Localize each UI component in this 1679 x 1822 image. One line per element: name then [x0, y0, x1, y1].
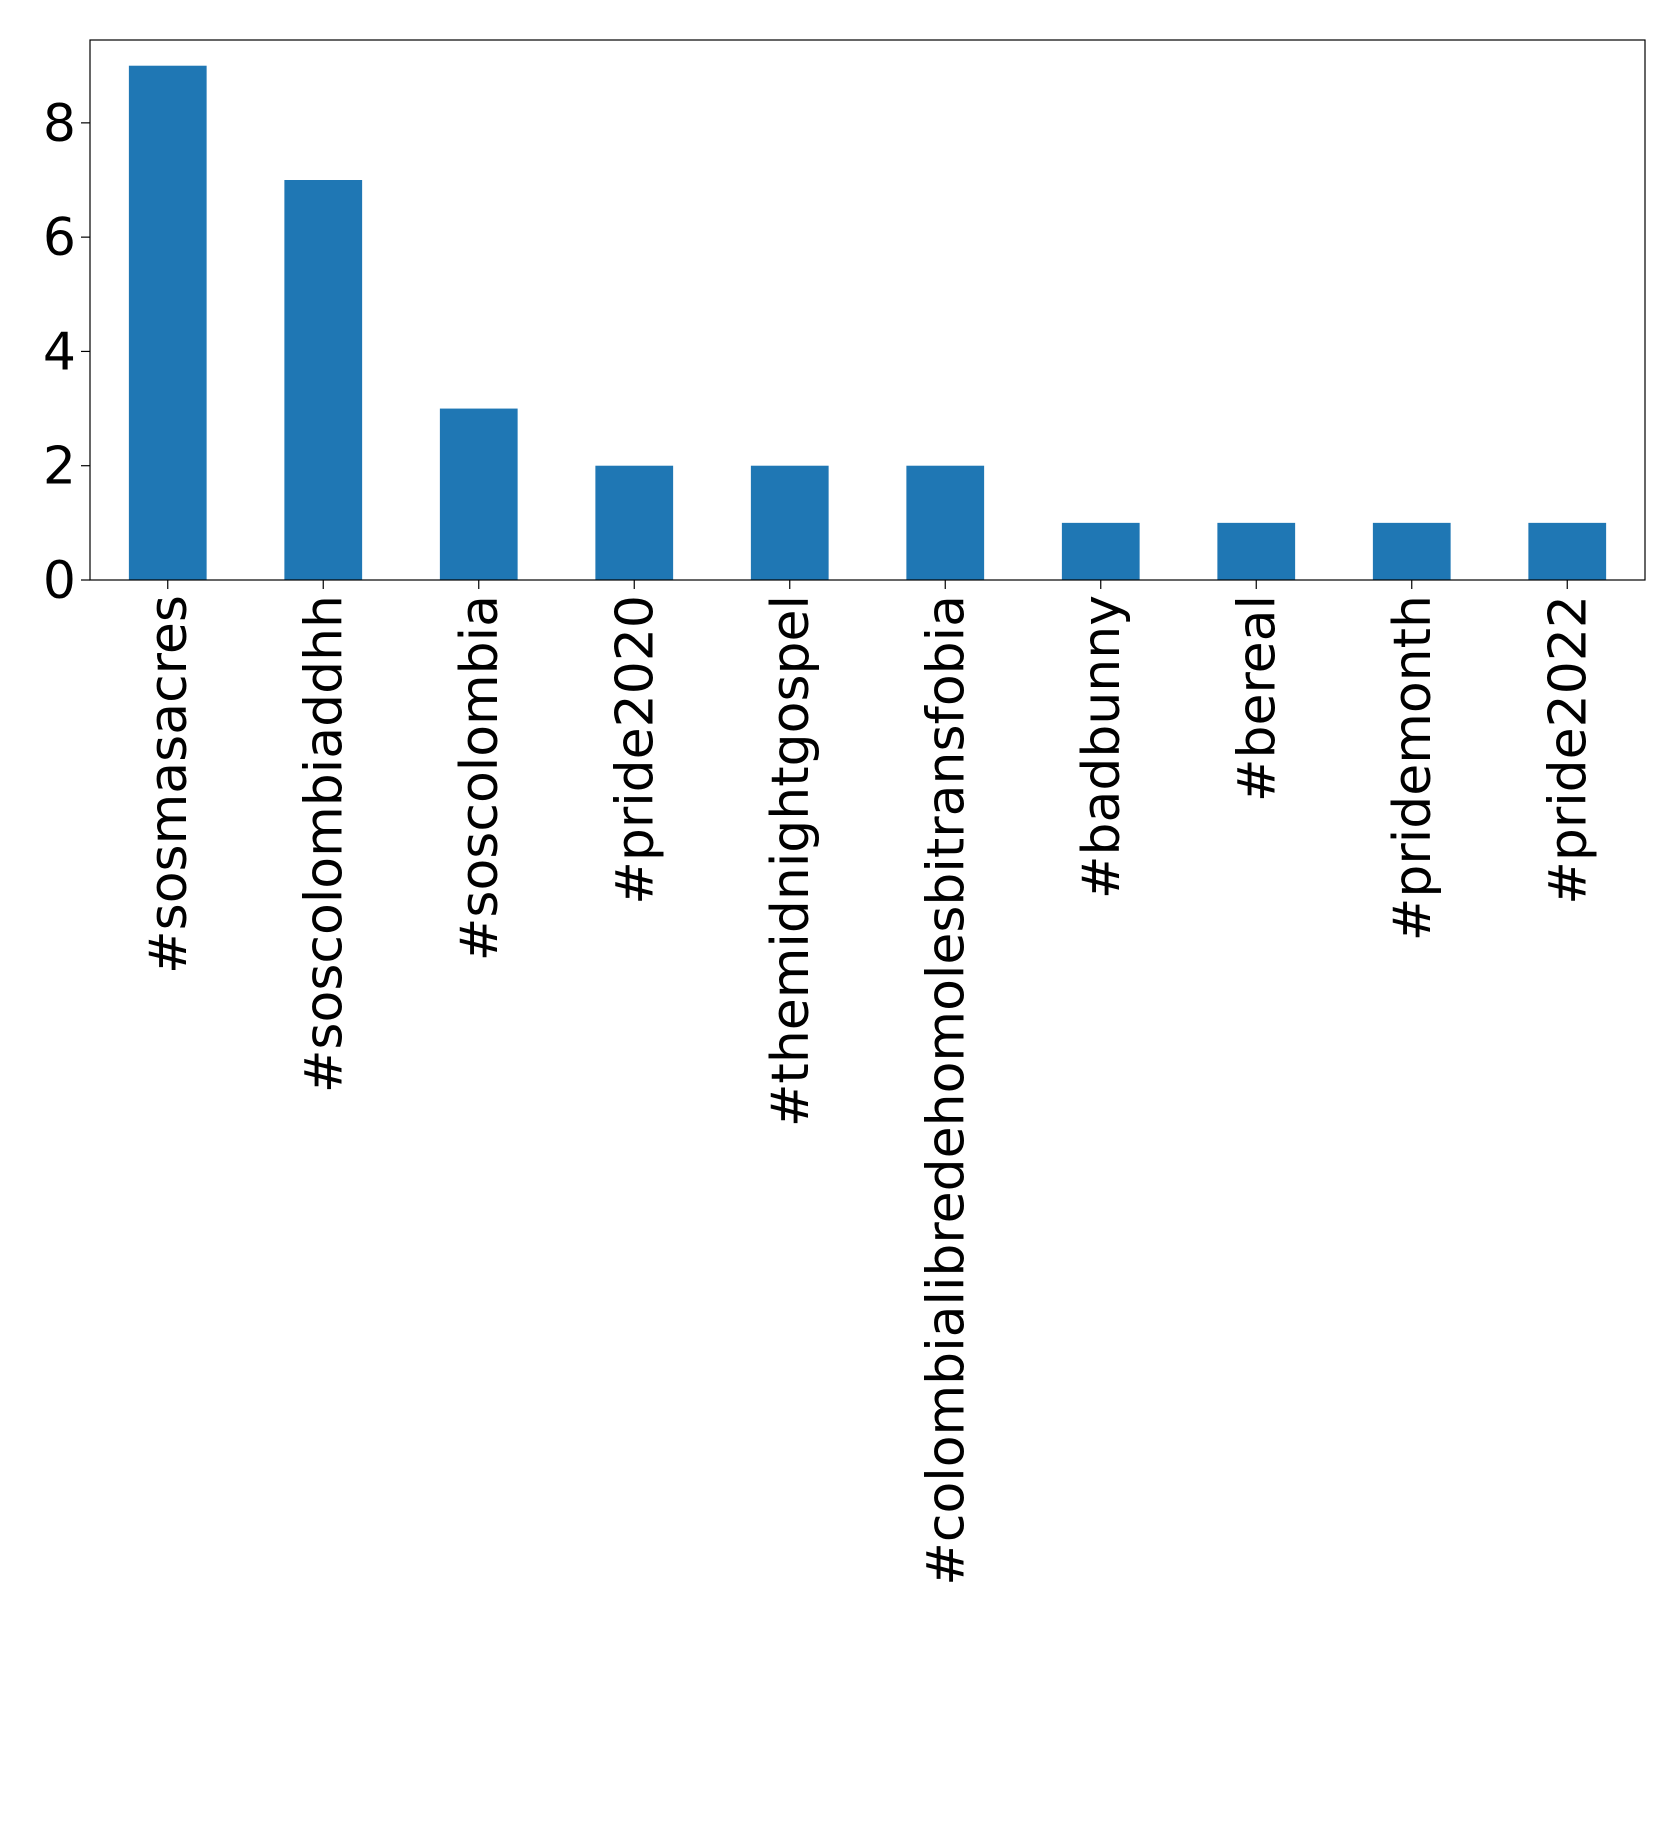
y-tick-label: 4: [43, 322, 76, 382]
bar-themidnightgospel: [750, 465, 829, 580]
x-tick-label: #bereal: [1227, 595, 1287, 802]
bar-pride2022: [1528, 522, 1607, 580]
bar-soscolombia: [439, 408, 518, 580]
x-tick-label: #pride2022: [1538, 595, 1598, 905]
bars-layer: [128, 65, 1607, 580]
bar-sosmasacres: [128, 65, 207, 580]
plot-frame: [89, 39, 1646, 581]
y-tick-label: 0: [43, 551, 76, 611]
bar-soscolombiaddhh: [284, 180, 363, 580]
x-tick-label: #soscolombia: [450, 595, 510, 961]
bar-badbunny: [1061, 522, 1140, 580]
x-tick-label: #themidnightgospel: [761, 595, 821, 1127]
x-tick-label: #badbunny: [1072, 595, 1132, 899]
y-tick-label: 8: [43, 94, 76, 154]
bar-colombialibredehomolesbitransfobia: [906, 465, 985, 580]
bar-pridemonth: [1372, 522, 1451, 580]
x-tick-label: #colombialibredehomolesbitransfobia: [916, 595, 976, 1586]
y-tick-label: 6: [43, 208, 76, 268]
x-tick-label: #pridemonth: [1383, 595, 1443, 941]
x-tick-label: #pride2020: [605, 595, 665, 905]
axes-layer: [89, 39, 1646, 581]
y-tick-label: 2: [43, 437, 76, 497]
x-tick-label: #sosmasacres: [139, 595, 199, 974]
x-tick-label: #soscolombiaddhh: [294, 595, 354, 1093]
bar-pride2020: [595, 465, 674, 580]
ticks-layer: 0 2 4 6 8 #sosmasacres #soscolombiaddhh #soscol…: [43, 94, 1598, 1586]
bar-bereal: [1217, 522, 1296, 580]
